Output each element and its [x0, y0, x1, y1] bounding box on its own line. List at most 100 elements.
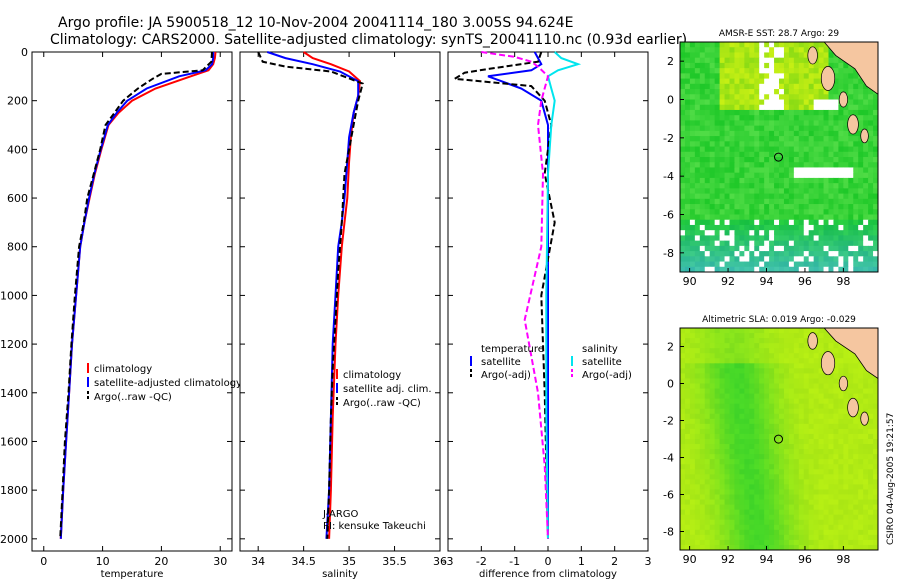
- sst-map-cell: [754, 99, 760, 106]
- sla-map-cell: [813, 484, 820, 491]
- sla-map-cell: [709, 524, 716, 531]
- sla-map-cell: [813, 509, 820, 516]
- sst-map-cell: [719, 68, 726, 74]
- sla-map-cell: [803, 439, 810, 445]
- sst-map-cell: [684, 109, 691, 116]
- sla-map-cell: [749, 408, 755, 415]
- sst-map-cell: [779, 251, 785, 257]
- sla-map-cell: [714, 459, 721, 465]
- sst-map-cell: [739, 177, 745, 184]
- sst-map-cell: [699, 193, 706, 200]
- sst-map-cell: [798, 157, 805, 163]
- sla-map-cell: [739, 403, 745, 410]
- sst-map-cell: [699, 89, 706, 95]
- sla-map-cell: [734, 494, 740, 501]
- sla-map-cell: [774, 464, 780, 470]
- sst-map-cell: [823, 162, 830, 169]
- sla-map-cell: [774, 368, 780, 375]
- sst-map-cell: [873, 256, 878, 263]
- sst-map-cell: [833, 193, 839, 200]
- sst-map-cell: [704, 125, 711, 132]
- sst-map-cell: [729, 214, 736, 221]
- sst-map-cell: [724, 141, 731, 148]
- sla-map-cell: [739, 348, 745, 354]
- sla-map-cell: [863, 499, 869, 506]
- sla-map-cell: [823, 428, 830, 435]
- sla-map-cell: [694, 388, 701, 395]
- sst-map-cell: [749, 151, 755, 158]
- sla-map-cell: [744, 423, 750, 430]
- sst-map-cell: [680, 125, 686, 132]
- sla-map-cell: [848, 544, 854, 550]
- sla-map-cell: [798, 358, 805, 364]
- sst-map-cell: [699, 219, 706, 226]
- sla-map-cell: [680, 449, 686, 455]
- sst-map-cell: [684, 136, 691, 142]
- sla-map-cell: [714, 454, 721, 460]
- sst-map-cell: [734, 62, 740, 69]
- sla-map-cell: [774, 469, 780, 475]
- sst-map-cell: [694, 73, 701, 80]
- sst-map-cell: [783, 141, 790, 148]
- sst-map-cell: [719, 78, 726, 85]
- sst-map-cell: [684, 204, 691, 210]
- sst-map-cell: [734, 130, 740, 137]
- sla-map-cell: [848, 378, 854, 385]
- sla-map-cell: [868, 393, 874, 400]
- sst-map-cell: [709, 172, 716, 179]
- sla-map-ytick-label: 2: [667, 341, 674, 354]
- sla-map-cell: [863, 544, 869, 550]
- sla-map-cell: [863, 504, 869, 511]
- sst-map-cell: [694, 78, 701, 85]
- sst-map-cell: [833, 109, 839, 116]
- sla-map-cell: [843, 474, 849, 480]
- sla-map-cell: [724, 343, 731, 349]
- sla-map-cell: [680, 413, 686, 420]
- sst-map-cell: [694, 125, 701, 132]
- sst-map-cell: [719, 151, 726, 158]
- sst-map-cell: [699, 235, 706, 242]
- sst-map-cell: [749, 261, 755, 268]
- sla-map-cell: [744, 328, 750, 334]
- salinity-panel: 34 34.5 35 35.5 36salinityclimatologysatelli…: [239, 51, 447, 580]
- sla-map-cell: [764, 363, 770, 369]
- sla-map-cell: [863, 484, 869, 491]
- sla-map-cell: [848, 534, 854, 541]
- sst-map-cell: [724, 198, 731, 205]
- sst-map-cell: [769, 99, 775, 106]
- sst-map-cell: [828, 214, 835, 221]
- sla-map-cell: [734, 408, 740, 415]
- sla-map-cell: [828, 529, 835, 536]
- sla-map-cell: [744, 504, 750, 511]
- sla-map-cell: [684, 524, 691, 531]
- sst-map-cell: [808, 193, 815, 200]
- sst-map-cell: [813, 109, 820, 116]
- sla-map-cell: [754, 454, 760, 460]
- sst-map-cell: [833, 146, 839, 153]
- sla-map-cell: [863, 489, 869, 496]
- sla-map-cell: [808, 348, 815, 354]
- sla-map-cell: [689, 388, 696, 395]
- sst-map-cell: [848, 89, 854, 95]
- sst-map-cell: [729, 204, 736, 210]
- sla-map-cell: [843, 489, 849, 496]
- sst-map-cell: [739, 209, 745, 216]
- sla-map-cell: [739, 408, 745, 415]
- sst-map-cell: [818, 115, 825, 122]
- sst-map-cell: [769, 157, 775, 163]
- sst-map-cell: [808, 120, 815, 127]
- sla-map-cell: [734, 423, 740, 430]
- sst-map-cell: [684, 151, 691, 158]
- sla-map-cell: [774, 534, 780, 541]
- sst-map-cell: [694, 261, 701, 268]
- sla-map-cell: [853, 459, 859, 465]
- sla-map-cell: [714, 418, 721, 425]
- sst-map-cell: [848, 214, 854, 221]
- sla-map-cell: [793, 348, 800, 354]
- sst-map-cell: [833, 214, 839, 221]
- sst-map-cell: [680, 230, 686, 237]
- sst-map-cell: [754, 230, 760, 237]
- sst-map-cell: [764, 240, 770, 247]
- sla-map-cell: [833, 539, 839, 546]
- sst-map-cell: [694, 42, 701, 48]
